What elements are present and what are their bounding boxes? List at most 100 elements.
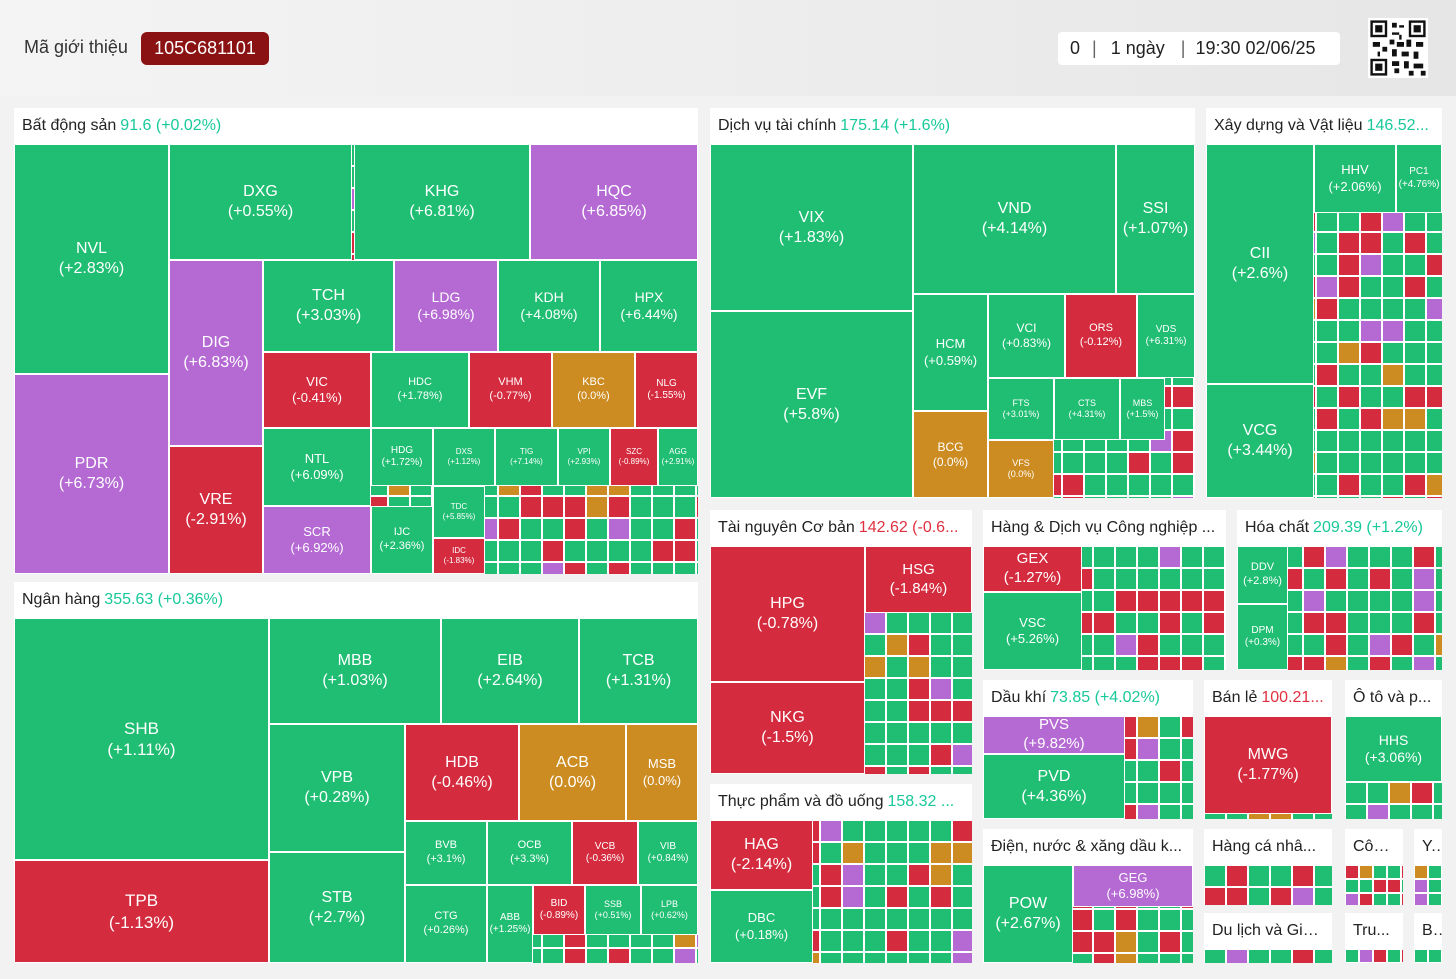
stock-tile-small[interactable] — [1084, 496, 1106, 498]
stock-tile-small[interactable] — [498, 540, 520, 562]
stock-tile-small[interactable] — [1359, 949, 1373, 963]
stock-tile-small[interactable] — [1115, 909, 1137, 931]
stock-tile-small[interactable] — [1338, 320, 1360, 342]
stock-tile-small[interactable] — [1159, 590, 1181, 612]
stock-tile-small[interactable] — [1181, 590, 1203, 612]
stock-tile-small[interactable] — [1369, 634, 1391, 656]
stock-tile-small[interactable] — [1347, 590, 1369, 612]
stock-tile-small[interactable] — [630, 496, 652, 518]
stock-tile-small[interactable] — [1137, 568, 1159, 590]
sector-panel[interactable]: Hàng cá nhâ... — [1204, 829, 1332, 905]
stock-tile-small[interactable] — [1325, 656, 1347, 670]
stock-tile-small[interactable] — [1137, 612, 1159, 634]
stock-tile-pdr[interactable]: PDR (+6.73%) — [14, 374, 169, 574]
stock-tile-pvd[interactable]: PVD (+4.36%) — [983, 754, 1125, 819]
stock-tile-small[interactable] — [1270, 949, 1292, 963]
stock-tile-fts[interactable]: FTS (+3.01%) — [988, 378, 1054, 440]
stock-tile-small[interactable] — [1316, 232, 1338, 254]
stock-tile-small[interactable] — [1172, 474, 1194, 496]
stock-tile-vfs[interactable]: VFS (0.0%) — [988, 440, 1054, 498]
stock-tile-small[interactable] — [1382, 386, 1404, 408]
stock-tile-small[interactable] — [1369, 612, 1391, 634]
stock-tile-small[interactable] — [952, 656, 972, 678]
stock-tile-small[interactable] — [886, 700, 908, 722]
stock-tile-small[interactable] — [1325, 590, 1347, 612]
stock-tile-small[interactable] — [1345, 879, 1359, 893]
stock-tile-small[interactable] — [1292, 865, 1314, 887]
stock-tile-small[interactable] — [1389, 804, 1411, 819]
stock-tile-small[interactable] — [908, 908, 930, 930]
sector-panel[interactable]: Ô tô và p... HHS (+3.06%) — [1345, 680, 1442, 819]
stock-tile-small[interactable] — [952, 678, 972, 700]
stock-tile-small[interactable] — [1414, 865, 1428, 879]
stock-tile-small[interactable] — [1382, 496, 1404, 498]
stock-tile-small[interactable] — [1373, 949, 1387, 963]
stock-tile-small[interactable] — [1137, 782, 1159, 804]
stock-tile-small[interactable] — [1137, 634, 1159, 656]
stock-tile-small[interactable] — [1404, 408, 1426, 430]
stock-tile-small[interactable] — [1225, 612, 1226, 634]
stock-tile-small[interactable] — [952, 634, 972, 656]
stock-tile-small[interactable] — [886, 908, 908, 930]
stock-tile-small[interactable] — [1426, 430, 1442, 452]
stock-tile-small[interactable] — [1404, 210, 1426, 232]
stock-tile-small[interactable] — [652, 496, 674, 518]
stock-tile-bvb[interactable]: BVB (+3.1%) — [405, 821, 487, 885]
stock-tile-small[interactable] — [1345, 782, 1367, 804]
stock-tile-small[interactable] — [820, 930, 842, 952]
sector-panel[interactable]: Y... — [1414, 829, 1442, 905]
stock-tile-small[interactable] — [630, 562, 652, 574]
stock-tile-small[interactable] — [1413, 546, 1435, 568]
stock-tile-cts[interactable]: CTS (+4.31%) — [1054, 378, 1120, 440]
stock-tile-hqc[interactable]: HQC (+6.85%) — [530, 144, 698, 260]
stock-tile-small[interactable] — [908, 634, 930, 656]
stock-tile-small[interactable] — [1404, 452, 1426, 474]
stock-tile-small[interactable] — [520, 540, 542, 562]
stock-tile-small[interactable] — [1404, 474, 1426, 496]
stock-tile-small[interactable] — [1181, 782, 1193, 804]
stock-tile-small[interactable] — [1203, 590, 1225, 612]
stock-tile-small[interactable] — [908, 612, 930, 634]
stock-tile-small[interactable] — [1382, 210, 1404, 232]
stock-tile-small[interactable] — [564, 518, 586, 540]
stock-tile-small[interactable] — [1428, 879, 1442, 893]
stock-tile-small[interactable] — [1404, 364, 1426, 386]
stock-tile-small[interactable] — [1225, 568, 1226, 590]
stock-tile-small[interactable] — [1338, 298, 1360, 320]
stock-tile-small[interactable] — [1203, 568, 1225, 590]
stock-tile-small[interactable] — [1303, 568, 1325, 590]
stock-tile-pvs[interactable]: PVS (+9.82%) — [983, 716, 1125, 754]
stock-tile-small[interactable] — [1338, 364, 1360, 386]
stock-tile-small[interactable] — [1404, 496, 1426, 498]
stock-tile-small[interactable] — [952, 612, 972, 634]
stock-tile-small[interactable] — [864, 722, 886, 744]
stock-tile-vix[interactable]: VIX (+1.83%) — [710, 144, 913, 311]
stock-tile-small[interactable] — [864, 612, 886, 634]
stock-tile-small[interactable] — [1316, 298, 1338, 320]
stock-tile-small[interactable] — [1316, 210, 1338, 232]
stock-tile-small[interactable] — [1159, 909, 1181, 931]
stock-tile-dxg[interactable]: DXG (+0.55%) — [169, 144, 352, 260]
stock-tile-small[interactable] — [1316, 408, 1338, 430]
stock-tile-small[interactable] — [1181, 760, 1193, 782]
stock-tile-small[interactable] — [1347, 612, 1369, 634]
stock-tile-small[interactable] — [1369, 546, 1391, 568]
stock-tile-small[interactable] — [1159, 634, 1181, 656]
stock-tile-vcb[interactable]: VCB (-0.36%) — [572, 821, 638, 885]
stock-tile-small[interactable] — [864, 886, 886, 908]
stock-tile-small[interactable] — [820, 952, 842, 963]
stock-tile-small[interactable] — [1367, 804, 1389, 819]
stock-tile-bid[interactable]: BID (-0.89%) — [533, 885, 585, 935]
stock-tile-small[interactable] — [1316, 386, 1338, 408]
stock-tile-small[interactable] — [886, 634, 908, 656]
stock-tile-small[interactable] — [1106, 452, 1128, 474]
stock-tile-tpb[interactable]: TPB (-1.13%) — [14, 860, 269, 963]
stock-tile-small[interactable] — [1181, 612, 1203, 634]
stock-tile-small[interactable] — [1404, 276, 1426, 298]
stock-tile-small[interactable] — [564, 948, 586, 963]
stock-tile-small[interactable] — [1128, 474, 1150, 496]
stock-tile-small[interactable] — [952, 700, 972, 722]
stock-tile-small[interactable] — [1373, 879, 1387, 893]
stock-tile-hpg[interactable]: HPG (-0.78%) — [710, 546, 865, 682]
stock-tile-small[interactable] — [674, 540, 696, 562]
